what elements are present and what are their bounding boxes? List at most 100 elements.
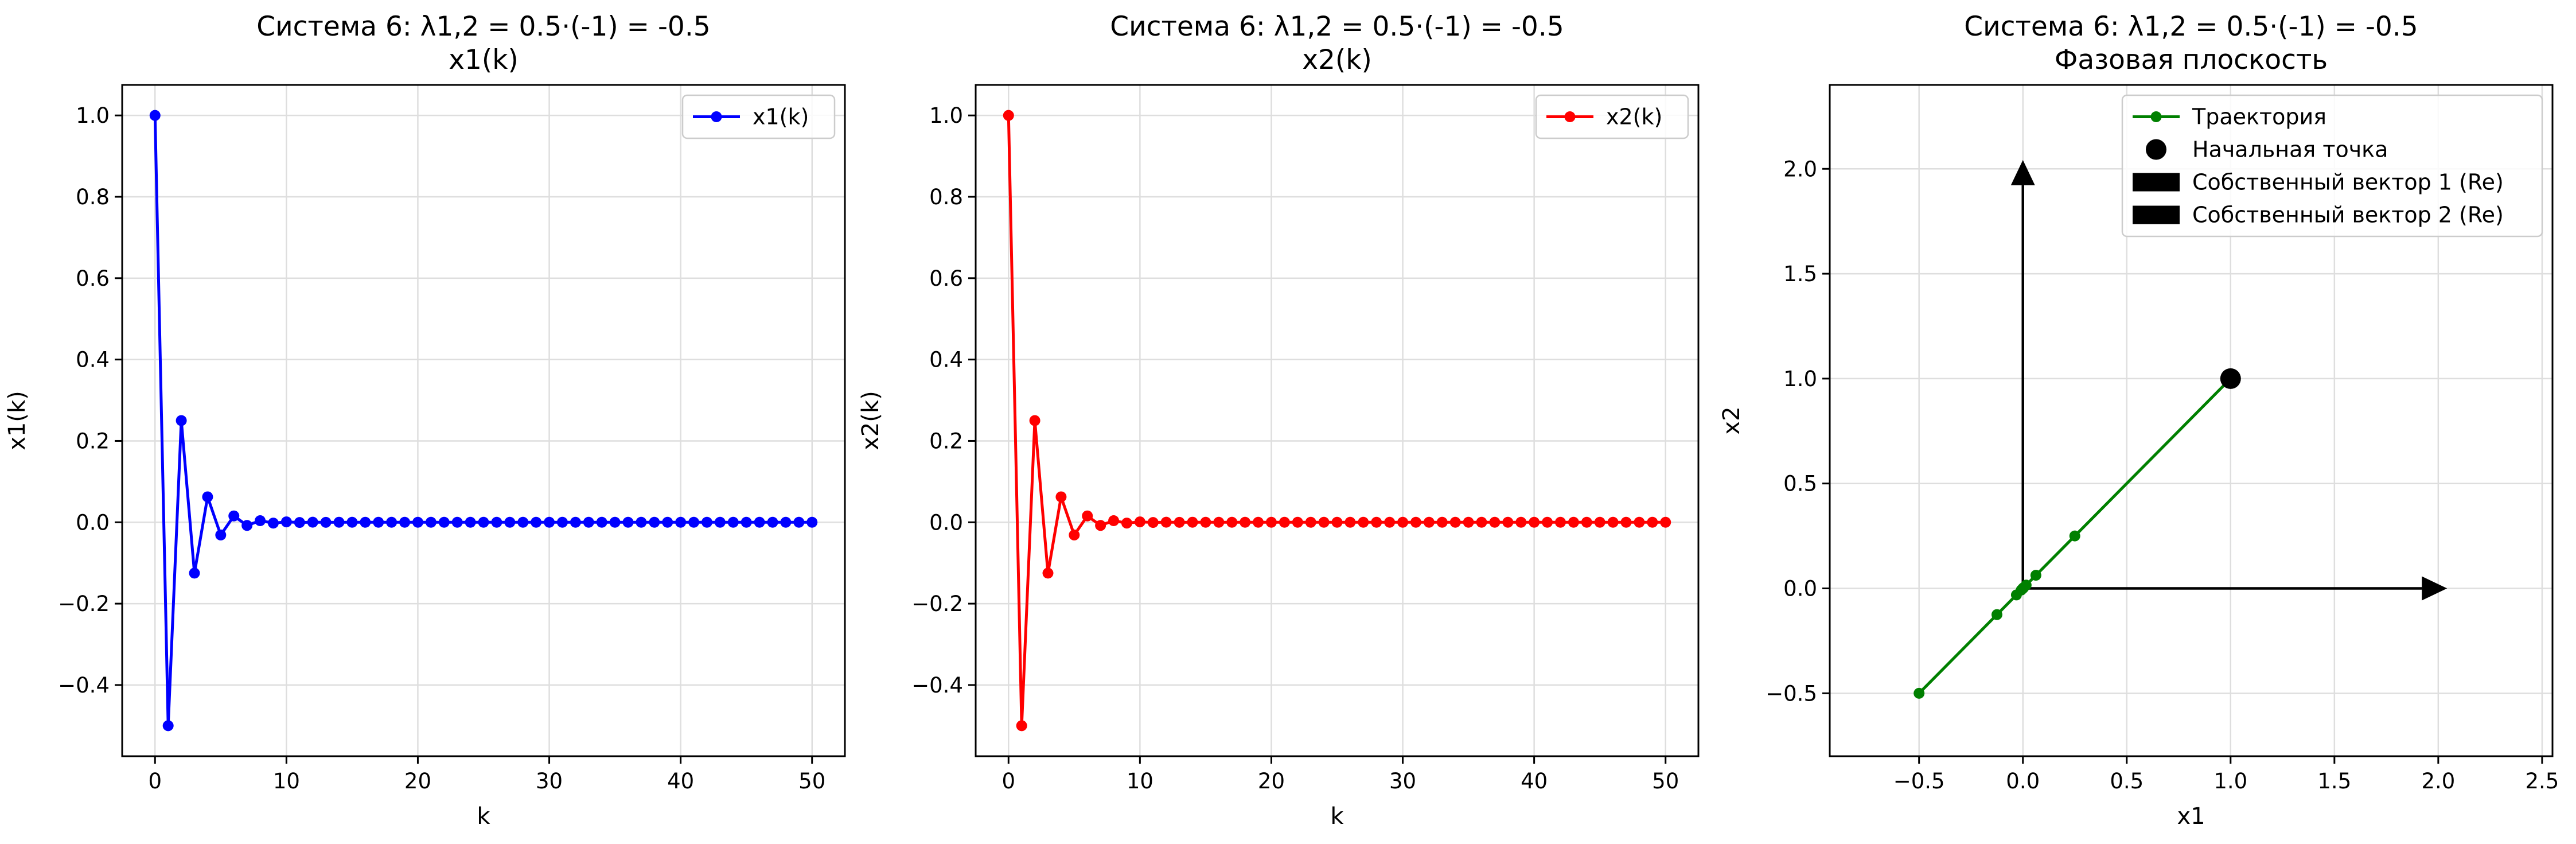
legend-marker-swatch bbox=[2150, 111, 2162, 122]
data-point bbox=[1607, 516, 1619, 528]
data-point bbox=[596, 516, 607, 528]
data-point bbox=[531, 516, 542, 528]
data-point bbox=[1634, 516, 1645, 528]
data-point bbox=[451, 516, 463, 528]
data-point bbox=[412, 516, 423, 528]
data-point bbox=[1029, 415, 1040, 426]
y-tick-label: 1.0 bbox=[76, 103, 110, 128]
chart-panel-1: Система 6: λ1,2 = 0.5·(-1) = -0.5x1(k)0 1… bbox=[4, 11, 846, 830]
legend-patch-swatch bbox=[2133, 173, 2180, 192]
data-point bbox=[1581, 516, 1592, 528]
series-line-x2(k) bbox=[1007, 115, 1666, 728]
data-point bbox=[1279, 516, 1290, 528]
y-tick-label: 2.0 bbox=[1783, 157, 1817, 181]
legend-label: Траектория bbox=[2192, 104, 2326, 130]
axes-frame bbox=[1829, 84, 2554, 757]
chart-title-line-2: x1(k) bbox=[449, 44, 519, 76]
chart-panel-3: Система 6: λ1,2 = 0.5·(-1) = -0.5Фазовая… bbox=[1718, 11, 2559, 830]
data-point bbox=[1253, 516, 1264, 528]
data-point bbox=[1991, 609, 2002, 620]
data-point bbox=[1463, 516, 1474, 528]
data-point bbox=[2030, 570, 2041, 581]
data-point bbox=[1055, 491, 1067, 503]
data-point bbox=[780, 516, 792, 528]
data-point bbox=[1174, 516, 1185, 528]
y-tick-label: 0.8 bbox=[76, 185, 110, 209]
legend-frame bbox=[681, 94, 836, 139]
data-point bbox=[1344, 516, 1356, 528]
data-point bbox=[1042, 567, 1054, 579]
data-point bbox=[1134, 516, 1145, 528]
x-tick-label: 0 bbox=[148, 769, 162, 794]
data-point bbox=[1423, 516, 1435, 528]
data-point bbox=[570, 516, 581, 528]
plot-area bbox=[1003, 110, 1671, 732]
y-tick-label: 0.6 bbox=[76, 266, 110, 291]
axes-frame bbox=[975, 84, 1700, 757]
chart-title-line-1: Система 6: λ1,2 = 0.5·(-1) = -0.5 bbox=[256, 11, 710, 42]
x-tick-label: 40 bbox=[667, 769, 694, 794]
y-tick-label: 1.0 bbox=[1783, 367, 1817, 391]
data-point bbox=[1914, 687, 1925, 699]
chart-title-line-1: Система 6: λ1,2 = 0.5·(-1) = -0.5 bbox=[1964, 11, 2418, 42]
data-point bbox=[1160, 516, 1172, 528]
legend-label: Собственный вектор 2 (Re) bbox=[2192, 203, 2504, 228]
data-point bbox=[425, 516, 437, 528]
legend-marker-swatch bbox=[1564, 111, 1576, 122]
data-point bbox=[202, 491, 213, 503]
x-tick-label: 1.0 bbox=[2213, 769, 2247, 794]
data-point bbox=[491, 516, 502, 528]
data-point bbox=[1358, 516, 1369, 528]
chart-panel-2: Система 6: λ1,2 = 0.5·(-1) = -0.5x2(k)0 1… bbox=[858, 11, 1700, 830]
legend: x2(k) bbox=[1535, 94, 1689, 139]
y-tick-label: 0.4 bbox=[76, 348, 110, 372]
data-point bbox=[1502, 516, 1514, 528]
x-tick-label: 2.0 bbox=[2421, 769, 2455, 794]
legend: x1(k) bbox=[681, 94, 836, 139]
data-point bbox=[255, 515, 266, 527]
data-point bbox=[228, 510, 240, 522]
y-tick-label: −0.4 bbox=[911, 673, 963, 698]
data-point bbox=[1410, 516, 1421, 528]
data-point bbox=[1529, 516, 1540, 528]
data-point bbox=[149, 110, 161, 121]
y-tick-label: 0.0 bbox=[76, 510, 110, 535]
data-point bbox=[1187, 516, 1198, 528]
y-tick-label: 0.8 bbox=[929, 185, 963, 209]
data-point bbox=[215, 529, 227, 540]
x-tick-label: 50 bbox=[1652, 769, 1679, 794]
data-point bbox=[754, 516, 765, 528]
data-point bbox=[307, 516, 318, 528]
data-point bbox=[176, 415, 187, 426]
data-point bbox=[360, 516, 371, 528]
eigenvector-2-head bbox=[2010, 160, 2035, 185]
y-tick-label: −0.5 bbox=[1766, 681, 1817, 706]
x-tick-label: 2.5 bbox=[2525, 769, 2559, 794]
data-point bbox=[1147, 517, 1159, 528]
data-point bbox=[1568, 516, 1579, 528]
y-tick-label: 0.2 bbox=[76, 429, 110, 453]
data-point bbox=[241, 520, 253, 531]
data-point bbox=[1226, 516, 1238, 528]
data-point bbox=[1371, 516, 1382, 528]
data-point bbox=[1554, 516, 1566, 528]
y-tick-label: 0.2 bbox=[929, 429, 963, 453]
data-point bbox=[793, 516, 805, 528]
data-point bbox=[767, 516, 778, 528]
axes-frame bbox=[121, 84, 846, 757]
legend-frame bbox=[2121, 94, 2543, 238]
data-point bbox=[1449, 516, 1461, 528]
chart-title-line-2: x2(k) bbox=[1302, 44, 1372, 76]
x-axis-label: k bbox=[477, 803, 490, 830]
data-point bbox=[1200, 516, 1211, 528]
data-point bbox=[504, 516, 516, 528]
data-point bbox=[465, 516, 476, 528]
data-point bbox=[1003, 110, 1014, 121]
y-tick-label: −0.2 bbox=[58, 592, 110, 616]
legend-label: x2(k) bbox=[1606, 104, 1662, 130]
x-tick-label: 1.5 bbox=[2317, 769, 2351, 794]
y-tick-label: 1.0 bbox=[929, 103, 963, 128]
data-point bbox=[1213, 516, 1225, 528]
x-axis-label: k bbox=[1330, 803, 1344, 830]
y-tick-label: 0.6 bbox=[929, 266, 963, 291]
